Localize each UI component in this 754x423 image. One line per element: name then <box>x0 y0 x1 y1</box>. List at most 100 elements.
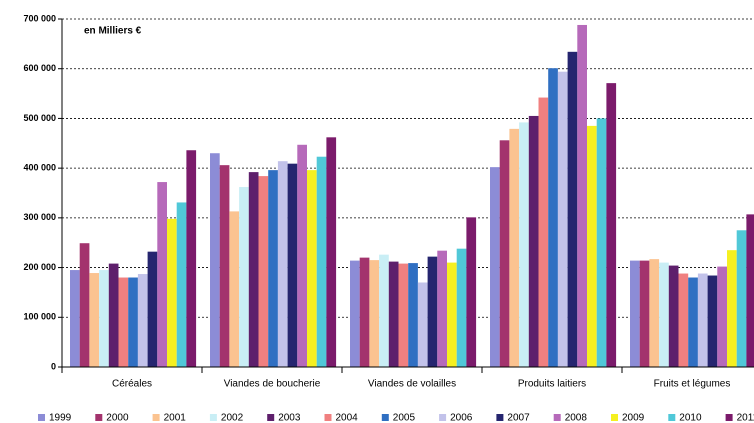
legend-label: 2008 <box>565 413 588 423</box>
legend-swatch <box>439 414 447 421</box>
bar <box>408 263 418 367</box>
y-tick-label: 400 000 <box>23 163 56 173</box>
bar <box>466 217 477 367</box>
bar <box>596 118 607 367</box>
legend-label: 2010 <box>679 413 702 423</box>
bar <box>490 167 500 367</box>
bar <box>108 263 119 367</box>
bar <box>456 248 467 367</box>
bar <box>606 83 617 367</box>
bar <box>229 211 240 367</box>
y-tick-label: 100 000 <box>23 312 56 322</box>
bar <box>587 125 597 367</box>
bar <box>268 170 278 367</box>
bar <box>630 260 640 367</box>
bar <box>167 218 177 367</box>
bar <box>307 170 317 367</box>
bar <box>89 273 100 367</box>
legend-swatch <box>152 414 160 421</box>
bar <box>316 156 327 367</box>
bar <box>99 270 109 367</box>
bar <box>557 71 568 367</box>
y-tick-label: 0 <box>51 361 56 371</box>
x-tick-label: Fruits et légumes <box>654 379 731 390</box>
bar <box>369 260 380 367</box>
x-tick-label: Viandes de volailles <box>368 379 456 390</box>
y-tick-label: 300 000 <box>23 212 56 222</box>
legend-label: 2003 <box>278 413 301 423</box>
bar <box>186 150 197 367</box>
bar <box>447 262 457 367</box>
bar <box>577 24 587 368</box>
x-tick-label: Produits laitiers <box>518 379 586 390</box>
bar <box>727 250 737 367</box>
legend-swatch <box>381 414 389 421</box>
bar <box>118 277 129 367</box>
bar <box>437 250 447 367</box>
bar <box>239 187 249 367</box>
bar <box>417 282 428 367</box>
bar <box>659 262 669 367</box>
legend-swatch <box>496 414 504 421</box>
legend-label: 2006 <box>450 413 473 423</box>
x-tick-label: Céréales <box>112 379 152 390</box>
annotation: en Milliers € <box>84 26 142 37</box>
x-tick-label: Viandes de boucherie <box>224 379 321 390</box>
y-tick-label: 200 000 <box>23 262 56 272</box>
bar <box>388 261 399 367</box>
bar <box>427 256 438 367</box>
bar <box>688 277 698 367</box>
legend-swatch <box>95 414 103 421</box>
bar <box>548 68 558 368</box>
bar <box>707 275 718 367</box>
legend-swatch <box>611 414 618 421</box>
legend-swatch <box>267 414 275 421</box>
bar <box>248 172 259 367</box>
bar <box>538 97 549 367</box>
bar <box>509 128 520 367</box>
bar <box>678 273 689 367</box>
bar <box>287 163 298 367</box>
legend-label: 2011 <box>737 413 754 423</box>
legend-swatch <box>324 414 332 421</box>
legend-label: 2005 <box>393 413 416 423</box>
bar <box>277 161 288 367</box>
bar <box>210 153 220 367</box>
legend-swatch <box>725 414 733 421</box>
bar <box>379 254 389 367</box>
legend-label: 2002 <box>221 413 244 423</box>
bar <box>258 176 269 367</box>
bar <box>157 182 167 367</box>
bar <box>70 270 80 367</box>
legend-swatch <box>209 414 217 421</box>
y-tick-label: 600 000 <box>23 63 56 73</box>
bar <box>717 266 727 367</box>
bar <box>350 260 360 367</box>
bar <box>499 140 510 367</box>
bar <box>567 51 578 367</box>
legend-label: 1999 <box>49 413 72 423</box>
bar <box>176 202 187 367</box>
y-tick-label: 500 000 <box>23 113 56 123</box>
bar <box>297 144 307 367</box>
legend-label: 2009 <box>622 413 645 423</box>
legend-label: 2004 <box>336 413 359 423</box>
bar <box>736 230 747 367</box>
bar <box>519 122 529 367</box>
legend-swatch <box>668 414 676 421</box>
legend-label: 2000 <box>106 413 129 423</box>
legend-swatch <box>38 414 45 421</box>
bar <box>147 251 158 367</box>
bar <box>219 165 230 367</box>
y-tick-label: 700 000 <box>23 13 56 23</box>
bar <box>697 273 708 367</box>
bar <box>649 259 660 367</box>
legend-label: 2007 <box>507 413 530 423</box>
bar <box>137 274 148 367</box>
bar <box>668 265 679 367</box>
bar <box>398 263 409 367</box>
legend-swatch <box>553 414 561 421</box>
bar <box>128 277 138 367</box>
bar <box>746 214 754 367</box>
